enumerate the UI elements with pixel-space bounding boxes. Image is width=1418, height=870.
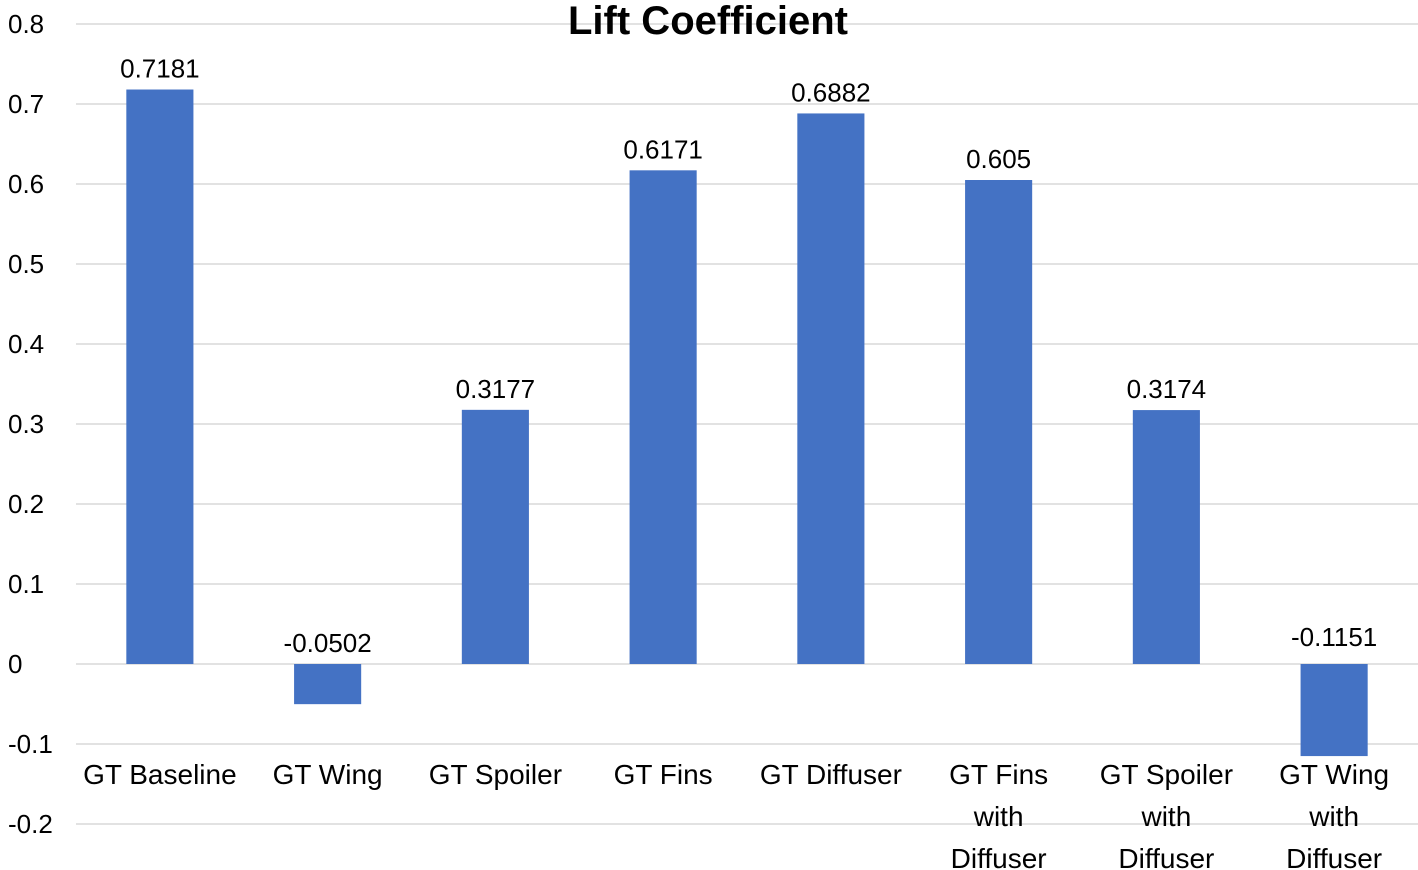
bar [294, 664, 362, 705]
y-tick-label: 0 [8, 649, 22, 679]
chart-title: Lift Coefficient [568, 0, 848, 43]
data-label: 0.6882 [791, 77, 871, 107]
gridlines [76, 23, 1418, 825]
bar [461, 409, 529, 664]
category-label: GT Fins with Diffuser [949, 759, 1048, 870]
category-label: GT Fins [614, 759, 713, 790]
category-label: GT Wing with Diffuser [1279, 759, 1389, 870]
bar [797, 113, 865, 664]
data-label: 0.7181 [120, 54, 200, 84]
data-label: 0.3177 [456, 374, 536, 404]
y-tick-label: 0.6 [8, 169, 44, 199]
bar [1300, 664, 1368, 757]
y-tick-label: 0.1 [8, 569, 44, 599]
category-label: GT Spoiler with Diffuser [1100, 759, 1233, 870]
bar [1132, 410, 1200, 664]
y-tick-label: -0.1 [8, 729, 53, 759]
data-label: 0.3174 [1127, 374, 1207, 404]
y-tick-label: 0.2 [8, 489, 44, 519]
category-label: GT Spoiler [429, 759, 562, 790]
data-label: -0.1151 [1291, 622, 1377, 652]
y-tick-label: 0.3 [8, 409, 44, 439]
data-labels: 0.7181 -0.0502 0.3177 0.6171 0.6882 0.605 0.31… [120, 54, 1377, 658]
category-label: GT Diffuser [760, 759, 902, 790]
y-tick-label: 0.8 [8, 9, 44, 39]
y-tick-label: 0.7 [8, 89, 44, 119]
data-label: 0.605 [966, 144, 1031, 174]
data-label: 0.6171 [623, 134, 703, 164]
y-axis-ticks: 0.8 0.7 0.6 0.5 0.4 0.3 0.2 0.1 0 -0.1 -0.2 [8, 9, 53, 839]
category-label: GT Baseline [83, 759, 237, 790]
bar [126, 89, 194, 664]
bar [965, 180, 1033, 664]
category-label: GT Wing [273, 759, 383, 790]
data-label: -0.0502 [284, 628, 372, 658]
y-tick-label: 0.4 [8, 329, 44, 359]
y-tick-label: 0.5 [8, 249, 44, 279]
bars [126, 89, 1368, 757]
bar [629, 170, 697, 664]
y-tick-label: -0.2 [8, 809, 53, 839]
x-axis-labels: GT Baseline GT Wing GT Spoiler GT Fins GT Di… [83, 759, 1389, 870]
